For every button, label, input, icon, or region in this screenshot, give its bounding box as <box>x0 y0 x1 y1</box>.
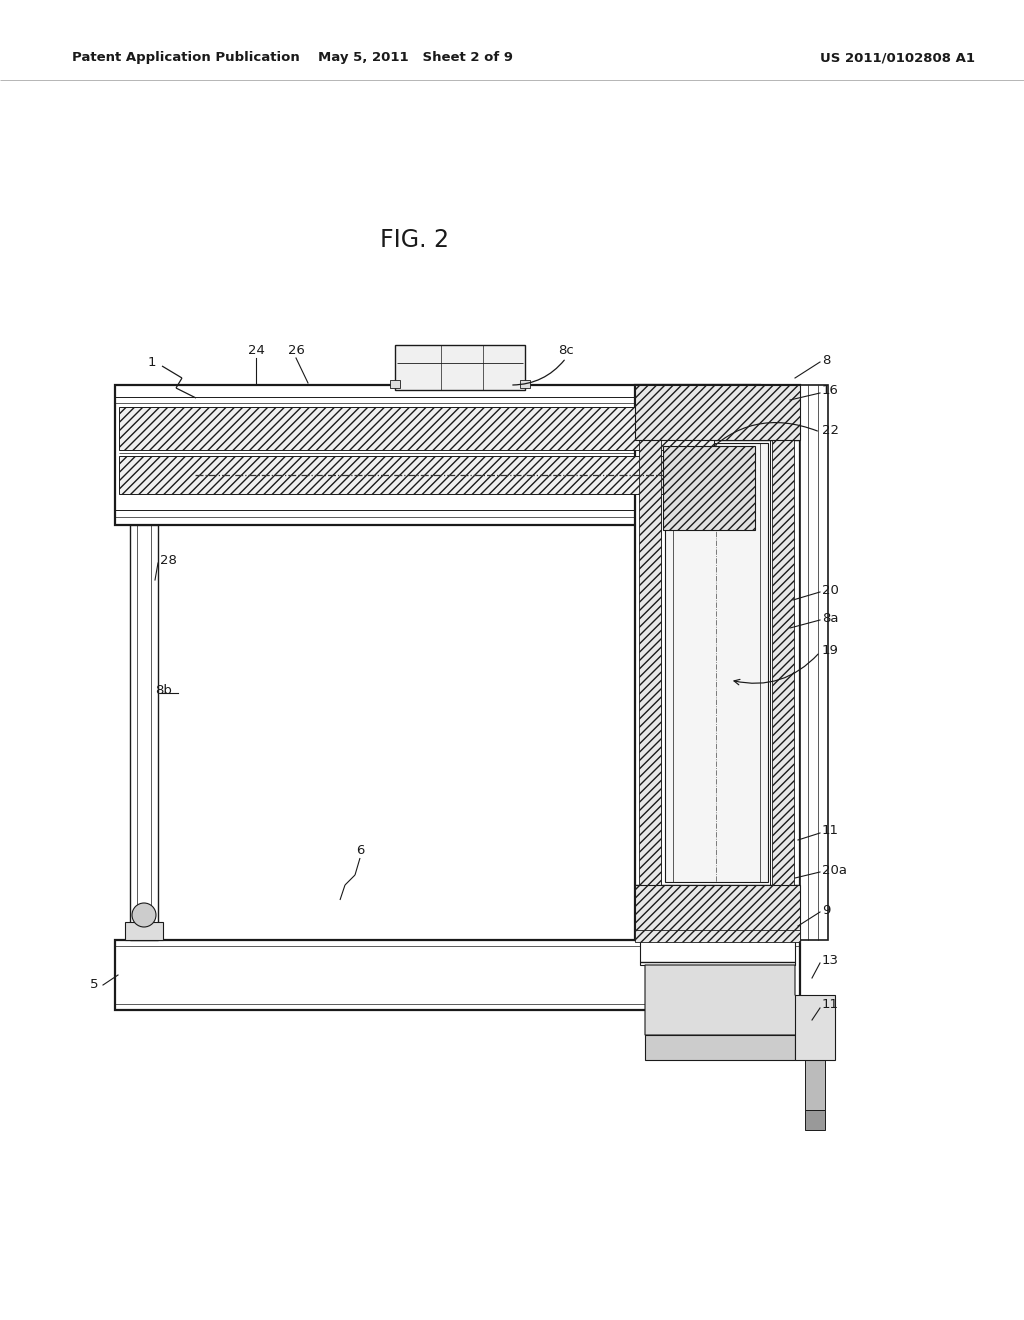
Polygon shape <box>645 965 815 1035</box>
Bar <box>663 446 755 531</box>
Text: 8a: 8a <box>822 611 839 624</box>
Bar <box>125 921 163 940</box>
Bar <box>115 385 760 525</box>
Polygon shape <box>795 995 835 1060</box>
Text: FIG. 2: FIG. 2 <box>381 228 450 252</box>
Bar <box>390 380 400 388</box>
Text: Patent Application Publication: Patent Application Publication <box>72 51 300 65</box>
Text: 1: 1 <box>148 355 157 368</box>
Text: May 5, 2011   Sheet 2 of 9: May 5, 2011 Sheet 2 of 9 <box>317 51 512 65</box>
Bar <box>635 931 800 942</box>
Text: US 2011/0102808 A1: US 2011/0102808 A1 <box>820 51 975 65</box>
Bar <box>772 440 794 884</box>
Text: 20: 20 <box>822 583 839 597</box>
Text: 19: 19 <box>822 644 839 656</box>
Bar <box>805 1110 825 1130</box>
Text: 28: 28 <box>160 553 177 566</box>
Text: 20a: 20a <box>822 863 847 876</box>
Bar <box>130 525 158 940</box>
Bar <box>119 407 714 450</box>
Bar <box>520 380 530 388</box>
Text: 16: 16 <box>822 384 839 396</box>
Text: 8c: 8c <box>558 343 573 356</box>
Bar <box>635 385 800 940</box>
Bar <box>639 440 662 884</box>
Bar <box>645 1035 795 1060</box>
Text: 8: 8 <box>822 354 830 367</box>
Bar <box>640 940 795 965</box>
Text: 5: 5 <box>90 978 98 991</box>
Text: 9: 9 <box>822 903 830 916</box>
Bar <box>800 385 828 940</box>
Bar <box>635 385 800 440</box>
Text: 11: 11 <box>822 824 839 837</box>
Text: 11: 11 <box>822 998 839 1011</box>
Text: 22: 22 <box>822 424 839 437</box>
Text: 24: 24 <box>248 343 264 356</box>
Bar <box>119 455 714 494</box>
Text: 13: 13 <box>822 953 839 966</box>
Bar <box>805 1060 825 1110</box>
Text: 6: 6 <box>355 843 365 857</box>
Bar <box>665 444 768 882</box>
Circle shape <box>132 903 156 927</box>
Bar <box>635 884 800 940</box>
Text: 8b: 8b <box>155 684 172 697</box>
Bar <box>395 345 525 389</box>
Text: 26: 26 <box>288 343 304 356</box>
Bar <box>115 940 800 1010</box>
